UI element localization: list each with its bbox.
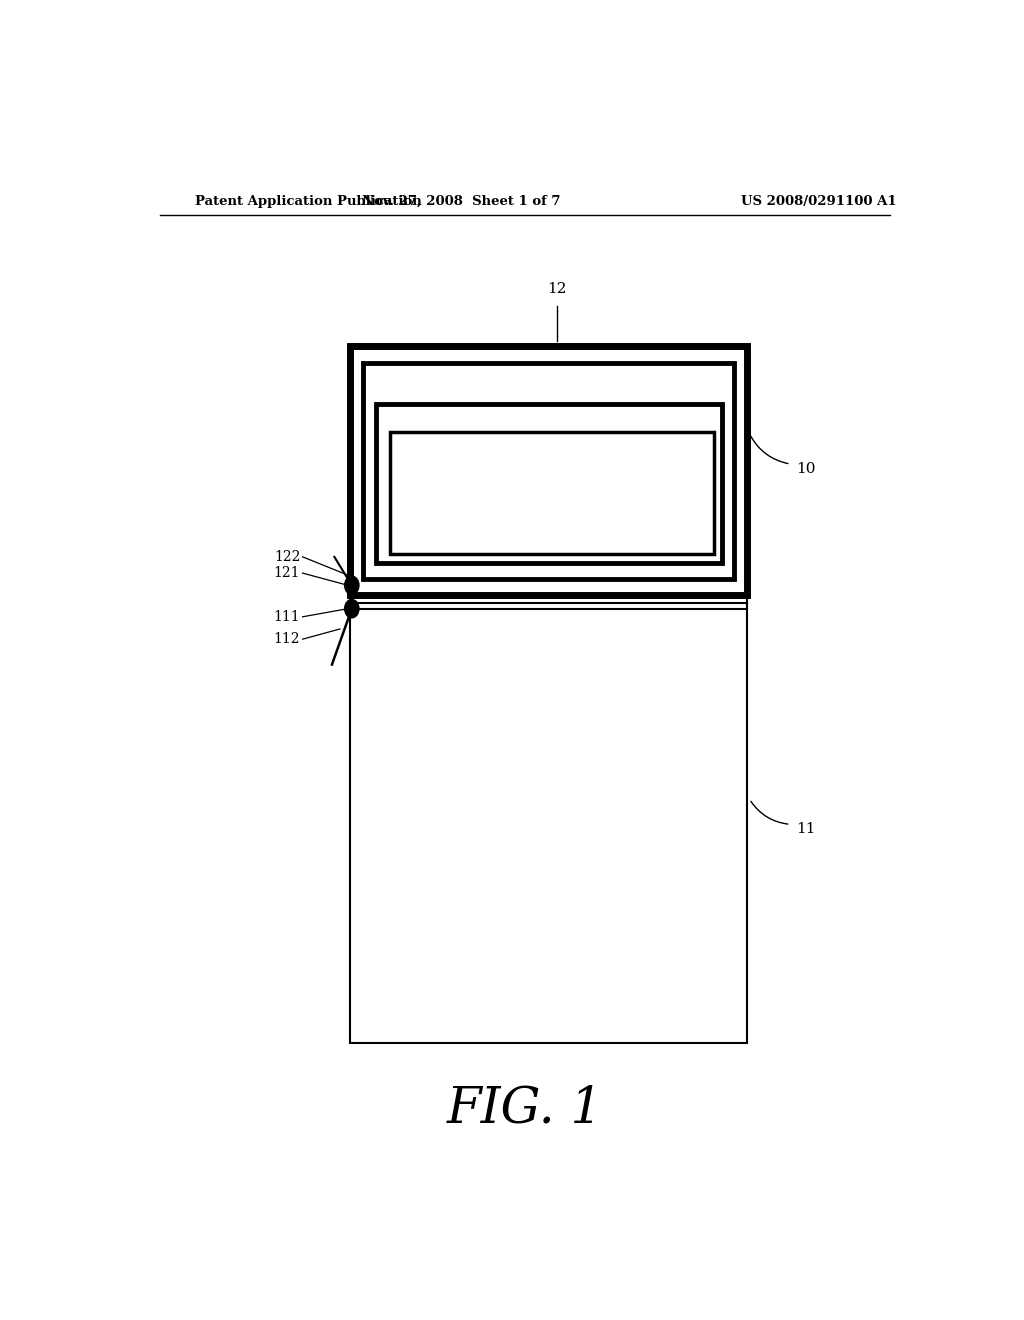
Bar	[376, 404, 722, 562]
Text: 11: 11	[797, 822, 816, 837]
Text: Nov. 27, 2008  Sheet 1 of 7: Nov. 27, 2008 Sheet 1 of 7	[362, 194, 560, 207]
Text: 121: 121	[273, 566, 300, 579]
Text: Patent Application Publication: Patent Application Publication	[196, 194, 422, 207]
Circle shape	[345, 599, 359, 618]
Text: 12: 12	[547, 281, 566, 296]
Bar	[350, 346, 748, 595]
Text: 131: 131	[396, 492, 423, 506]
Circle shape	[345, 576, 359, 594]
Text: 112: 112	[273, 632, 300, 647]
Text: 13: 13	[563, 479, 581, 494]
Text: FIG. 1: FIG. 1	[446, 1084, 603, 1134]
Text: 111: 111	[273, 610, 300, 624]
Text: 122: 122	[273, 550, 300, 564]
Bar	[362, 363, 734, 579]
Text: 10: 10	[797, 462, 816, 477]
Bar	[350, 346, 748, 1043]
Bar	[390, 432, 715, 554]
Text: US 2008/0291100 A1: US 2008/0291100 A1	[740, 194, 896, 207]
